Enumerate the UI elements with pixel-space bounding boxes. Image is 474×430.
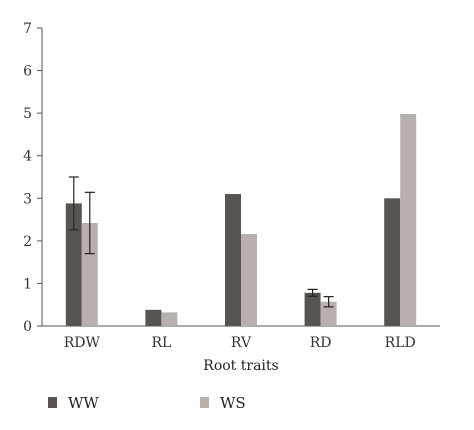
bar [81, 222, 98, 326]
x-axis-title: Root traits [203, 358, 278, 374]
series-WW [65, 176, 401, 326]
y-tick-label: 0 [23, 319, 32, 335]
bar [304, 292, 321, 326]
error-bar [84, 191, 95, 255]
error-bar [307, 288, 318, 297]
bar [384, 198, 401, 326]
x-tick-label: RD [310, 335, 332, 351]
y-tick-label: 3 [23, 191, 32, 207]
y-tick-label: 2 [23, 234, 32, 250]
x-tick-label: RDW [64, 335, 101, 351]
y-axis: 0 1 2 3 4 5 6 7 [23, 21, 43, 335]
bar [161, 312, 178, 326]
series-WS [81, 113, 417, 326]
error-bar [323, 296, 334, 308]
bar [241, 234, 257, 326]
bar [225, 194, 241, 326]
legend: WW WS [48, 394, 246, 412]
x-tick-label: RL [151, 335, 171, 351]
error-bar [68, 176, 79, 231]
bar [400, 113, 417, 326]
y-tick-label: 7 [23, 21, 32, 37]
legend-item-WS: WS [200, 394, 246, 412]
y-tick-label: 1 [23, 276, 32, 292]
x-tick-label: RLD [385, 335, 416, 351]
bar [65, 203, 82, 326]
bars [65, 113, 417, 326]
x-axis: RDW RL RV RD RLD [42, 325, 440, 351]
x-tick-label: RV [231, 335, 252, 351]
y-tick-label: 4 [23, 149, 32, 165]
legend-swatch [48, 397, 57, 408]
legend-swatch [200, 397, 209, 408]
legend-item-WW: WW [48, 394, 99, 412]
y-tick-label: 6 [23, 64, 32, 80]
legend-label: WS [220, 394, 246, 412]
bar [320, 301, 337, 326]
bar [145, 309, 162, 326]
y-tick-label: 5 [23, 106, 32, 122]
legend-label: WW [68, 394, 99, 412]
